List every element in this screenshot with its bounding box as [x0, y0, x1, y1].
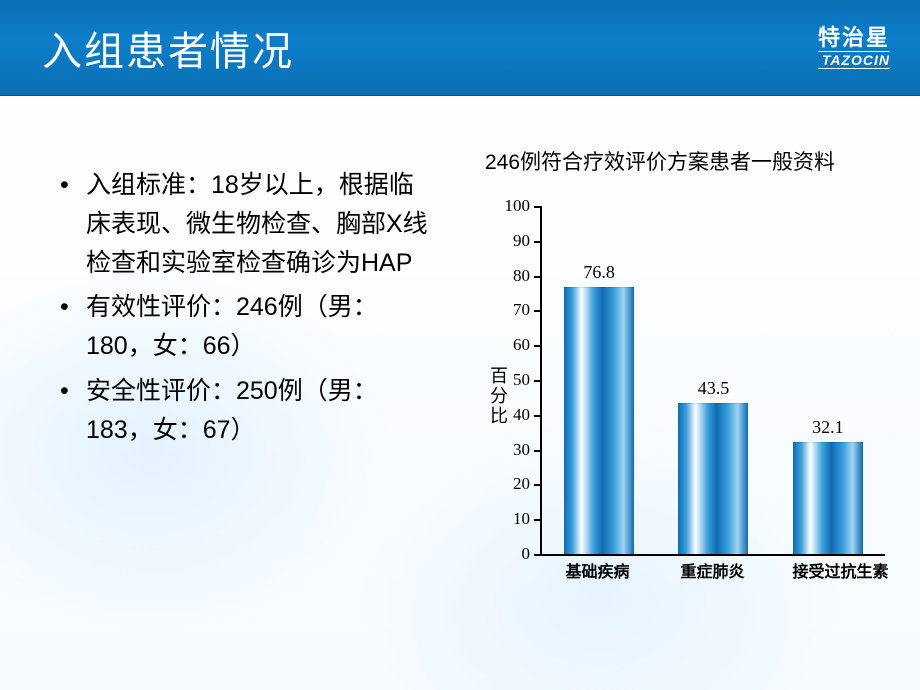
bar-fill [564, 287, 634, 554]
bar-fill [678, 403, 748, 554]
y-axis-label: 百分比 [485, 366, 511, 426]
x-tick-label: 接受过抗生素 [793, 558, 863, 582]
chart-area: 246例符合疗效评价方案患者一般资料 百分比 76.8 43.5 32.1 0 10 2… [430, 146, 890, 586]
brand-name-cn: 特治星 [818, 27, 890, 49]
chart-title: 246例符合疗效评价方案患者一般资料 [430, 146, 890, 176]
bullet-item: 安全性评价：250例（男：183，女：67） [60, 372, 430, 450]
bars-container: 76.8 43.5 32.1 [542, 206, 885, 554]
y-tick-label: 20 [513, 474, 542, 494]
x-axis-labels: 基础疾病 重症肺炎 接受过抗生素 [540, 558, 885, 582]
x-tick-label: 重症肺炎 [678, 558, 748, 582]
bullet-item: 入组标准：18岁以上，根据临床表现、微生物检查、胸部X线检查和实验室检查确诊为H… [60, 166, 430, 282]
bullet-item: 有效性评价：246例（男：180，女：66） [60, 288, 430, 366]
bar: 43.5 [678, 206, 748, 554]
y-tick-label: 60 [513, 335, 542, 355]
bar-rect [793, 442, 863, 554]
bar-fill [793, 442, 863, 554]
bar-rect [678, 403, 748, 554]
brand-logo: 特治星 TAZOCIN [818, 27, 890, 69]
plot-region: 76.843.532.1 0102030405060708090100 [540, 206, 885, 556]
y-tick-label: 50 [513, 370, 542, 390]
y-tick-label: 40 [513, 405, 542, 425]
y-tick-label: 0 [522, 544, 543, 564]
y-tick-label: 30 [513, 440, 542, 460]
bar: 32.1 [793, 206, 863, 554]
brand-name-en: TAZOCIN [818, 51, 890, 69]
y-tick-label: 80 [513, 266, 542, 286]
bullet-list: 入组标准：18岁以上，根据临床表现、微生物检查、胸部X线检查和实验室检查确诊为H… [60, 146, 430, 586]
y-tick-label: 10 [513, 509, 542, 529]
bar-rect [564, 287, 634, 554]
bar-value-label: 43.5 [698, 378, 730, 399]
y-tick-label: 90 [513, 231, 542, 251]
slide-header: 入组患者情况 特治星 TAZOCIN [0, 0, 920, 96]
y-tick-label: 70 [513, 300, 542, 320]
slide-content: 入组标准：18岁以上，根据临床表现、微生物检查、胸部X线检查和实验室检查确诊为H… [0, 96, 920, 586]
slide-title: 入组患者情况 [42, 19, 294, 77]
bar-chart: 百分比 76.843.532.1 0102030405060708090100 … [485, 206, 885, 586]
x-tick-label: 基础疾病 [563, 558, 633, 582]
bar-value-label: 32.1 [812, 417, 844, 438]
y-tick-label: 100 [505, 196, 543, 216]
bar: 76.8 [564, 206, 634, 554]
bar-value-label: 76.8 [583, 262, 615, 283]
